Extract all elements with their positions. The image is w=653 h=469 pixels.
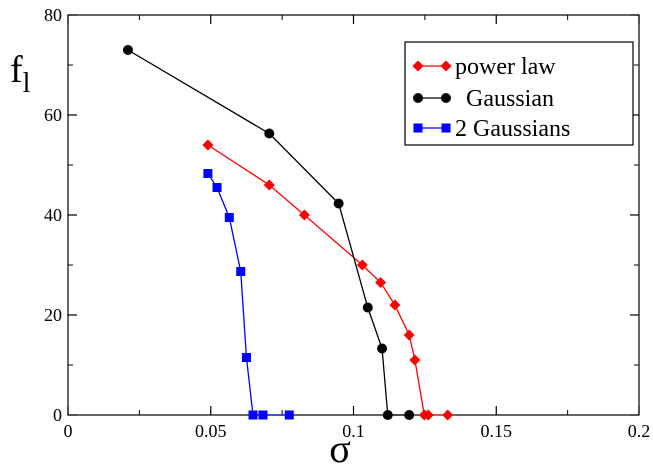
data-point bbox=[422, 409, 434, 421]
y-tick-label: 0 bbox=[53, 405, 62, 425]
y-tick-label: 40 bbox=[44, 205, 62, 225]
legend-label-gaussian: Gaussian bbox=[466, 86, 554, 112]
data-point bbox=[375, 277, 387, 288]
data-point bbox=[382, 410, 393, 420]
data-point bbox=[403, 329, 415, 341]
y-axis-label: fl bbox=[10, 49, 31, 99]
data-point bbox=[224, 213, 234, 222]
legend-marker bbox=[413, 123, 423, 133]
data-point bbox=[248, 410, 258, 420]
data-point bbox=[284, 410, 294, 420]
data-point bbox=[409, 354, 421, 366]
x-tick-label: 0.1 bbox=[342, 421, 365, 441]
x-tick-label: 0.2 bbox=[628, 421, 651, 441]
y-tick-label: 80 bbox=[44, 5, 62, 25]
data-point bbox=[442, 409, 454, 421]
x-axis-label: σ bbox=[329, 426, 351, 464]
series-gaussian bbox=[122, 45, 415, 420]
series-power-law bbox=[202, 139, 454, 421]
data-point bbox=[241, 353, 251, 362]
data-point bbox=[356, 259, 368, 271]
x-tick-label: 0 bbox=[64, 421, 73, 441]
legend-marker bbox=[441, 123, 451, 133]
data-point bbox=[202, 139, 214, 151]
series-line bbox=[207, 173, 290, 416]
data-point bbox=[122, 45, 133, 55]
data-point bbox=[298, 209, 310, 221]
data-point bbox=[236, 267, 246, 276]
data-point bbox=[333, 198, 344, 209]
data-point bbox=[404, 410, 415, 420]
legend-label-power-law: power law bbox=[455, 54, 556, 80]
data-point bbox=[264, 128, 275, 139]
legend-marker bbox=[440, 60, 452, 72]
legend-label-two-gaussians: 2 Gaussians bbox=[455, 116, 570, 142]
x-tick-label: 0.05 bbox=[195, 421, 227, 441]
series-line bbox=[127, 49, 410, 416]
data-point bbox=[389, 299, 401, 311]
legend-marker bbox=[412, 60, 424, 72]
legend: power law Gaussian 2 Gaussians bbox=[404, 41, 634, 146]
data-point bbox=[263, 179, 275, 191]
data-point bbox=[258, 410, 268, 420]
y-axis-label-main: f bbox=[10, 49, 23, 91]
data-point bbox=[212, 183, 222, 192]
legend-marker bbox=[413, 93, 423, 103]
x-tick-label: 0.15 bbox=[481, 421, 513, 441]
series-line bbox=[207, 144, 448, 416]
y-tick-label: 20 bbox=[44, 305, 62, 325]
data-point bbox=[362, 302, 373, 313]
y-tick-label: 60 bbox=[44, 105, 62, 125]
series-layer bbox=[122, 45, 454, 421]
data-point bbox=[377, 343, 388, 354]
y-axis-label-subscript: l bbox=[23, 68, 31, 99]
series-two-gaussians bbox=[203, 169, 294, 420]
data-point bbox=[203, 169, 213, 178]
legend-marker bbox=[441, 93, 451, 103]
